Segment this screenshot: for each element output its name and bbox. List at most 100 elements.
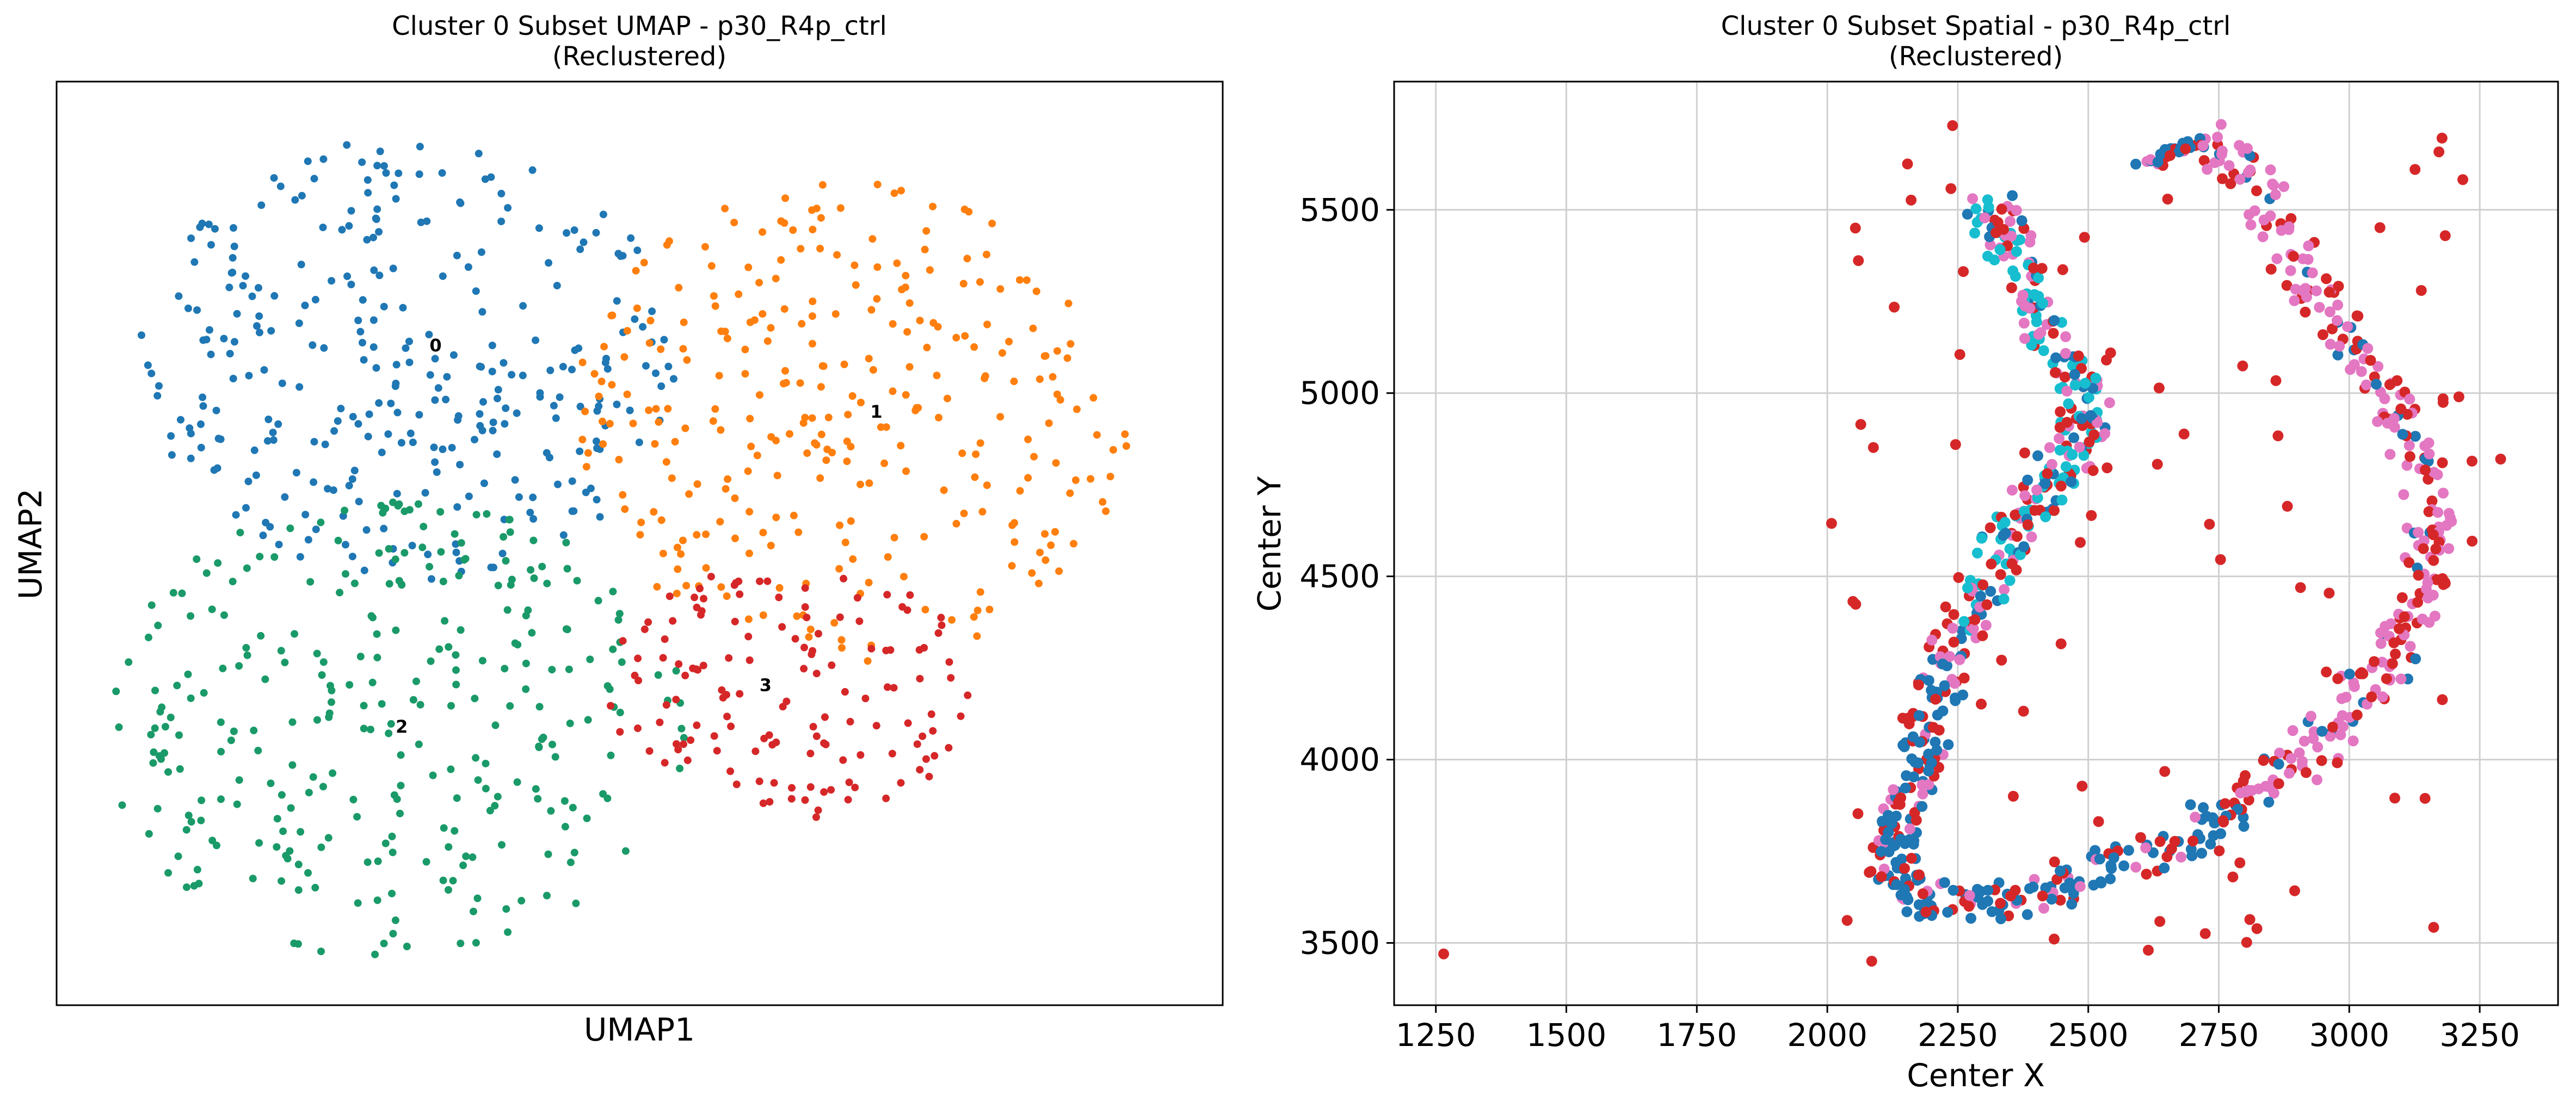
umap-point (905, 299, 914, 307)
spatial-point (2059, 882, 2070, 894)
spatial-point (2085, 410, 2097, 421)
umap-point (387, 720, 395, 728)
umap-point (812, 732, 821, 740)
umap-point (371, 950, 379, 958)
spatial-point (1986, 906, 1998, 917)
spatial-point (2087, 465, 2099, 476)
umap-point (593, 437, 600, 445)
umap-point (759, 799, 767, 807)
spatial-point (2427, 590, 2439, 601)
spatial-title-line2: (Reclustered) (1889, 41, 2063, 72)
umap-point (594, 597, 602, 605)
umap-point (710, 292, 718, 300)
spatial-point (1930, 736, 1941, 748)
spatial-point (1909, 807, 1920, 818)
umap-point (656, 719, 664, 726)
umap-point (227, 269, 236, 277)
umap-point (358, 158, 366, 166)
umap-point (645, 339, 654, 347)
umap-point (267, 779, 275, 788)
umap-point (452, 548, 460, 556)
umap-point (298, 191, 306, 200)
spatial-point (2105, 873, 2116, 884)
umap-point (725, 654, 733, 662)
umap-point (861, 695, 870, 702)
umap-point (817, 214, 825, 222)
umap-point (259, 531, 267, 540)
umap-point (782, 697, 791, 705)
umap-point (190, 258, 199, 266)
umap-point (803, 614, 811, 622)
umap-point (746, 318, 754, 326)
spatial-point (1906, 194, 1917, 206)
umap-point (184, 304, 192, 312)
umap-point (236, 529, 244, 537)
umap-point (578, 436, 587, 444)
umap-point (295, 319, 303, 327)
umap-point (806, 750, 815, 758)
spatial-point (1976, 698, 1987, 710)
spatial-point (2208, 830, 2219, 841)
umap-point (755, 777, 763, 785)
umap-point (197, 420, 205, 428)
umap-point (214, 559, 222, 567)
spatial-point (1983, 201, 1994, 213)
umap-point (609, 587, 617, 596)
umap-point (679, 536, 687, 544)
spatial-point (2241, 937, 2252, 948)
umap-point (370, 266, 378, 274)
umap-point (839, 756, 847, 764)
umap-point (147, 731, 155, 739)
umap-point (305, 789, 313, 797)
umap-point (572, 899, 580, 907)
spatial-point (1897, 713, 1908, 724)
umap-point (527, 566, 535, 574)
umap-point (506, 516, 514, 524)
umap-point (552, 414, 560, 422)
umap-point (488, 368, 496, 375)
umap-point (1042, 352, 1050, 360)
umap-point (981, 372, 989, 380)
spatial-point (1947, 623, 1958, 634)
spatial-point (1852, 808, 1864, 819)
umap-point (721, 327, 729, 336)
umap-point (880, 459, 889, 467)
spatial-point (2010, 271, 2021, 282)
spatial-point (1888, 784, 1899, 795)
umap-point (772, 513, 780, 522)
spatial-point (2108, 852, 2119, 863)
spatial-point (2392, 375, 2403, 386)
umap-point (1071, 476, 1080, 484)
umap-point (898, 286, 906, 294)
umap-point (184, 812, 193, 820)
umap-point (844, 796, 852, 804)
umap-point (833, 251, 841, 259)
spatial-point (2079, 377, 2091, 389)
umap-point (317, 518, 325, 527)
spatial-point (2104, 397, 2115, 408)
spatial-point (2049, 505, 2060, 516)
spatial-point (1853, 255, 1864, 267)
umap-point (169, 589, 177, 597)
umap-point (831, 310, 840, 318)
umap-point (212, 406, 220, 414)
umap-point (198, 796, 206, 804)
umap-point (502, 404, 510, 412)
umap-point (190, 882, 198, 890)
spatial-point (2005, 216, 2016, 227)
spatial-point (1977, 630, 1988, 641)
umap-point (674, 543, 681, 552)
umap-point (1109, 446, 1117, 454)
umap-point (334, 417, 342, 425)
umap-point (648, 307, 656, 315)
umap-point (199, 393, 207, 401)
umap-point (959, 280, 967, 288)
umap-point (448, 444, 456, 452)
spatial-point (1985, 522, 1996, 534)
umap-point (232, 511, 240, 519)
umap-point (173, 682, 181, 690)
spatial-point (2427, 529, 2439, 541)
umap-point (367, 612, 375, 620)
umap-point (363, 236, 371, 244)
umap-point (532, 336, 540, 344)
